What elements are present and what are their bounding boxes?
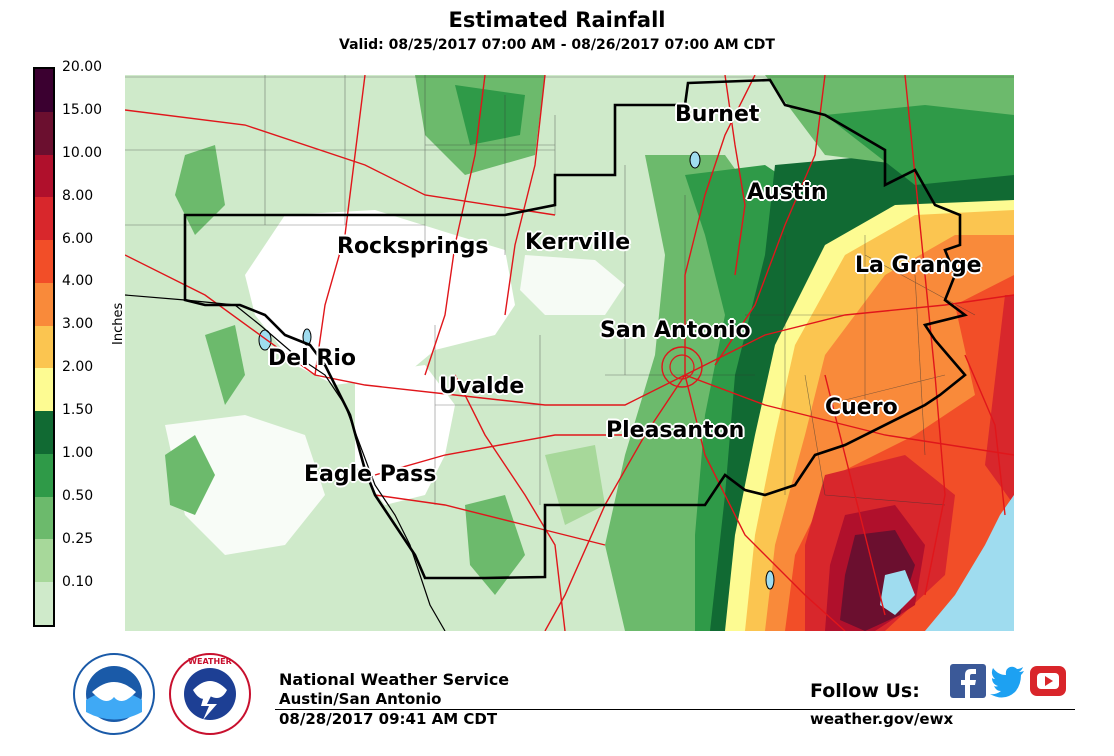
- facebook-icon[interactable]: [950, 664, 986, 698]
- rainfall-colorbar: [33, 67, 55, 627]
- colorbar-label: 10.00: [62, 144, 103, 161]
- city-label-burnet: Burnet: [675, 102, 760, 127]
- rainfall-map: [125, 75, 1014, 631]
- colorbar-label: 6.00: [62, 230, 94, 247]
- twitter-icon[interactable]: [990, 664, 1026, 698]
- city-label-del-rio: Del Rio: [268, 346, 356, 371]
- footer-divider: [275, 709, 1075, 710]
- colorbar-label: 1.50: [62, 402, 94, 418]
- colorbar-swatch: [35, 582, 53, 625]
- city-label-eagle-pass: Eagle Pass: [304, 462, 437, 487]
- colorbar-label: 3.00: [62, 316, 94, 333]
- colorbar-swatch: [35, 411, 53, 454]
- website-link[interactable]: weather.gov/ewx: [810, 710, 954, 728]
- colorbar-swatch: [35, 453, 53, 497]
- colorbar-swatch: [35, 240, 53, 283]
- colorbar-label: 0.50: [62, 487, 94, 504]
- office-name: National Weather Service: [279, 670, 510, 689]
- colorbar-label: 0.10: [62, 573, 94, 590]
- colorbar-swatch: [35, 111, 53, 155]
- noaa-logo: NOAA: [73, 653, 155, 735]
- colorbar-label: 15.00: [62, 101, 103, 118]
- city-label-la-grange: La Grange: [855, 253, 982, 278]
- colorbar-unit: Inches: [111, 302, 126, 345]
- colorbar-swatch: [35, 368, 53, 412]
- colorbar-swatch: [35, 197, 53, 241]
- issued-time: 08/28/2017 09:41 AM CDT: [279, 710, 498, 728]
- colorbar-swatch: [35, 496, 53, 540]
- city-label-pleasanton: Pleasanton: [606, 418, 745, 443]
- city-label-cuero: Cuero: [825, 395, 898, 420]
- follow-us-label: Follow Us:: [810, 680, 920, 702]
- office-location: Austin/San Antonio: [279, 690, 442, 708]
- city-label-austin: Austin: [747, 180, 827, 205]
- colorbar-label: 8.00: [62, 187, 94, 204]
- colorbar-swatch: [35, 154, 53, 198]
- svg-text:NOAA: NOAA: [98, 686, 130, 697]
- colorbar-label: 0.25: [62, 530, 94, 547]
- valid-time: Valid: 08/25/2017 07:00 AM - 08/26/2017 …: [339, 37, 775, 53]
- colorbar-label: 1.00: [62, 444, 94, 461]
- svg-text:WEATHER: WEATHER: [188, 657, 232, 666]
- city-label-rocksprings: Rocksprings: [337, 234, 489, 259]
- nws-logo: WEATHER: [169, 653, 251, 735]
- colorbar-swatch: [35, 325, 53, 369]
- colorbar-swatch: [35, 282, 53, 326]
- colorbar-swatch: [35, 69, 53, 112]
- colorbar-label: 20.00: [62, 59, 103, 75]
- city-label-san-antonio: San Antonio: [600, 318, 751, 343]
- map-title: Estimated Rainfall: [448, 8, 666, 32]
- city-label-uvalde: Uvalde: [439, 374, 525, 399]
- colorbar-label: 4.00: [62, 273, 94, 290]
- colorbar-label: 2.00: [62, 359, 94, 376]
- colorbar-swatch: [35, 539, 53, 583]
- city-label-kerrville: Kerrville: [525, 230, 631, 255]
- youtube-icon[interactable]: [1030, 664, 1066, 698]
